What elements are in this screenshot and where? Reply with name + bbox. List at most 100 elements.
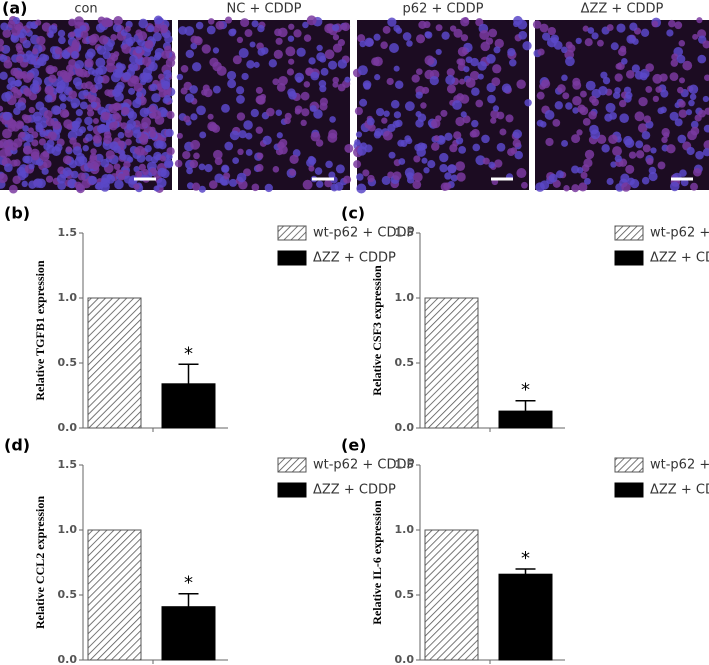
y-tick-label: 0.5 (395, 356, 415, 369)
cell (94, 160, 101, 168)
cell (45, 117, 55, 127)
cell (19, 131, 26, 138)
cell (606, 24, 614, 32)
cell (82, 89, 89, 96)
cell (138, 163, 146, 171)
cell (674, 21, 683, 30)
cell (26, 21, 34, 29)
cell (413, 155, 421, 163)
cell (255, 86, 263, 94)
cell (144, 39, 154, 49)
cell (602, 76, 611, 85)
cell (154, 51, 162, 60)
cell (337, 59, 348, 69)
cell (354, 107, 363, 116)
cell (33, 178, 43, 188)
cell (124, 128, 134, 138)
cell (308, 57, 316, 65)
cell (490, 117, 497, 124)
cell (273, 49, 283, 59)
cell (58, 93, 66, 101)
panel-label: (c) (341, 204, 365, 223)
cell (0, 54, 8, 63)
cell (155, 140, 164, 149)
cell (90, 148, 97, 155)
cell (330, 183, 339, 192)
cell (238, 48, 249, 59)
cell (127, 110, 138, 121)
cell (555, 170, 564, 179)
cell (22, 125, 29, 132)
cell (390, 99, 400, 109)
cell (612, 146, 622, 157)
cell (289, 169, 296, 176)
cell (213, 149, 223, 160)
cell (571, 134, 581, 144)
cell (106, 57, 116, 67)
cell (62, 167, 72, 177)
bar (424, 297, 479, 429)
cell (341, 22, 351, 32)
cell (424, 55, 435, 66)
cell (309, 105, 317, 112)
cell (191, 62, 202, 72)
cell (68, 59, 77, 68)
cell (537, 48, 545, 56)
cell (539, 180, 550, 190)
cell (95, 153, 104, 163)
cell (645, 63, 654, 72)
cell (128, 62, 139, 72)
cell (126, 119, 136, 129)
legend-swatch (277, 482, 307, 498)
cell (100, 182, 110, 192)
cell (327, 132, 338, 143)
cell (447, 164, 457, 174)
cell (166, 147, 175, 156)
cell (196, 105, 206, 116)
cell (250, 108, 259, 118)
cell (176, 73, 184, 81)
cell (249, 41, 256, 48)
cell (214, 173, 224, 183)
cell (221, 165, 229, 173)
cell (251, 183, 260, 192)
cell (21, 180, 28, 188)
cell (84, 116, 93, 126)
cell (690, 126, 700, 136)
cell (133, 183, 140, 190)
cell (119, 153, 127, 161)
cell (313, 109, 323, 119)
cell (54, 47, 63, 55)
cell (463, 66, 470, 73)
cell (435, 24, 443, 32)
cell (688, 84, 699, 94)
cell (272, 78, 280, 86)
cell (441, 31, 450, 40)
cell (552, 118, 561, 127)
cell (469, 130, 477, 138)
cell (614, 73, 623, 82)
cell (174, 159, 183, 168)
cell (128, 36, 136, 45)
cell (516, 168, 527, 179)
cell (316, 52, 326, 62)
cell (294, 105, 303, 114)
cell (645, 85, 653, 93)
cell (266, 107, 275, 117)
cell (71, 50, 79, 59)
cell (135, 170, 143, 178)
cell (635, 140, 644, 149)
cell (308, 165, 315, 172)
cell (583, 177, 591, 185)
cell (28, 163, 35, 170)
cell (166, 110, 175, 120)
micrograph (532, 17, 709, 193)
cell (421, 157, 428, 164)
cell (4, 163, 13, 173)
cell (140, 78, 147, 86)
cell (93, 75, 104, 85)
cell (702, 148, 709, 157)
cell (601, 144, 610, 153)
cell (627, 177, 635, 186)
cell (343, 175, 352, 184)
